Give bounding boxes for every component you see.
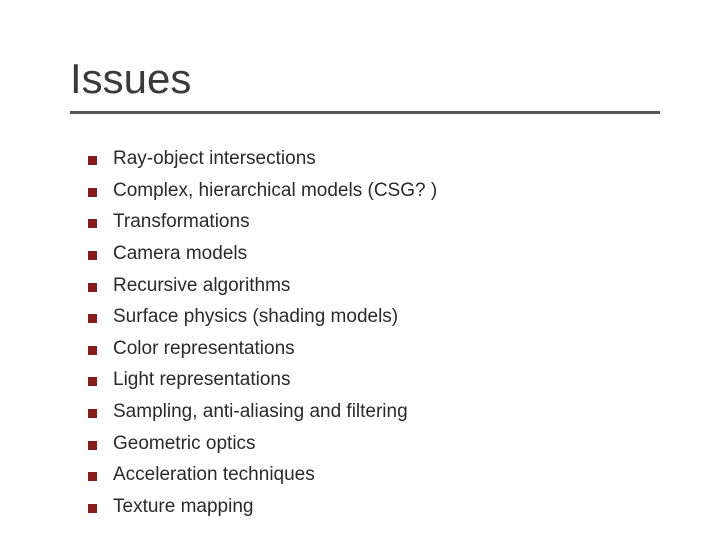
list-item: Acceleration techniques [88,462,660,488]
list-item-label: Color representations [113,336,295,362]
square-bullet-icon [88,346,97,355]
square-bullet-icon [88,441,97,450]
list-item: Texture mapping [88,494,660,520]
square-bullet-icon [88,472,97,481]
list-item: Ray-object intersections [88,146,660,172]
list-item: Transformations [88,209,660,235]
list-item-label: Light representations [113,367,290,393]
list-item-label: Sampling, anti-aliasing and filtering [113,399,408,425]
square-bullet-icon [88,504,97,513]
square-bullet-icon [88,156,97,165]
square-bullet-icon [88,314,97,323]
list-item: Camera models [88,241,660,267]
title-rule [70,111,660,114]
square-bullet-icon [88,283,97,292]
list-item-label: Complex, hierarchical models (CSG? ) [113,178,437,204]
list-item: Color representations [88,336,660,362]
list-item: Sampling, anti-aliasing and filtering [88,399,660,425]
square-bullet-icon [88,409,97,418]
list-item-label: Geometric optics [113,431,256,457]
list-item-label: Texture mapping [113,494,253,520]
list-item-label: Surface physics (shading models) [113,304,398,330]
list-item-label: Acceleration techniques [113,462,315,488]
list-item: Light representations [88,367,660,393]
list-item-label: Ray-object intersections [113,146,316,172]
slide: Issues Ray-object intersections Complex,… [0,0,720,540]
square-bullet-icon [88,219,97,228]
list-item-label: Transformations [113,209,250,235]
list-item: Surface physics (shading models) [88,304,660,330]
square-bullet-icon [88,188,97,197]
list-item-label: Recursive algorithms [113,273,290,299]
list-item: Geometric optics [88,431,660,457]
list-item: Complex, hierarchical models (CSG? ) [88,178,660,204]
square-bullet-icon [88,377,97,386]
page-title: Issues [70,55,660,103]
list-item-label: Camera models [113,241,247,267]
square-bullet-icon [88,251,97,260]
list-item: Recursive algorithms [88,273,660,299]
bullet-list: Ray-object intersections Complex, hierar… [70,146,660,520]
